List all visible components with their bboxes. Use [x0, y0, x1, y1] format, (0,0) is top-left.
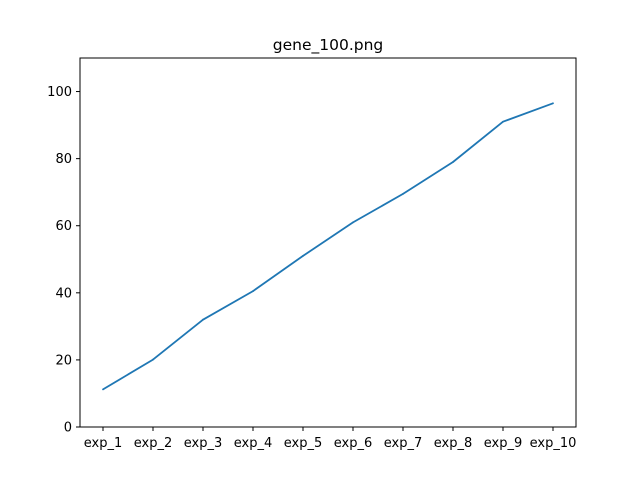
y-tick-label: 0 [64, 421, 72, 436]
y-tick-label: 80 [55, 152, 72, 167]
x-axis: exp_1 exp_2 exp_3 exp_4 exp_5 exp_6 exp_7 exp_8… [84, 427, 577, 451]
x-tick-label: exp_5 [284, 436, 323, 451]
data-point [152, 358, 154, 361]
y-axis: 0 20 40 60 80 100 [47, 85, 80, 436]
x-tick-label: exp_3 [184, 436, 223, 451]
data-point [552, 102, 554, 105]
data-point [352, 221, 354, 224]
y-tick-label: 40 [55, 286, 72, 301]
x-tick-label: exp_6 [334, 436, 373, 451]
plot-frame [79, 57, 577, 428]
data-point [102, 388, 104, 391]
y-tick-label: 20 [55, 353, 72, 368]
chart-title: gene_100.png [273, 36, 384, 55]
x-tick-label: exp_1 [84, 436, 123, 451]
data-point [452, 161, 454, 163]
y-tick-label: 60 [55, 219, 72, 234]
x-tick-label: exp_2 [134, 436, 173, 451]
y-tick-label: 100 [47, 85, 72, 100]
x-tick-label: exp_10 [530, 436, 577, 451]
x-tick-label: exp_7 [384, 436, 423, 451]
series-layer [102, 102, 554, 391]
data-point [202, 318, 204, 321]
series-line [102, 102, 554, 391]
x-tick-label: exp_8 [434, 436, 473, 451]
data-point [502, 120, 504, 123]
x-tick-label: exp_9 [484, 436, 523, 451]
x-tick-label: exp_4 [234, 436, 273, 451]
data-point [252, 290, 254, 293]
data-point [402, 192, 404, 195]
data-point [302, 255, 304, 257]
